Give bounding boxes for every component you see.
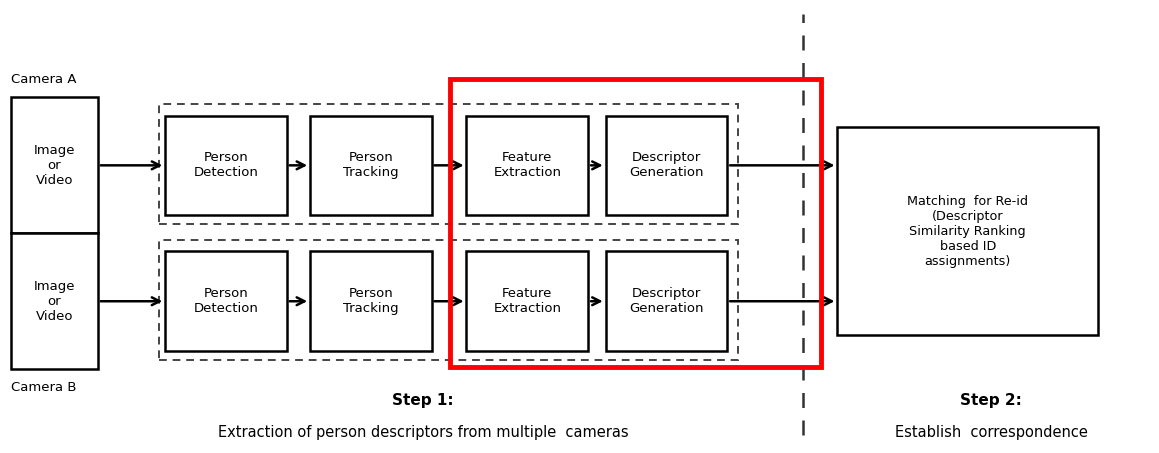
Bar xyxy=(166,116,287,215)
Text: Feature
Extraction: Feature Extraction xyxy=(494,287,561,315)
Text: Camera B: Camera B xyxy=(12,381,76,394)
Bar xyxy=(605,251,728,351)
Text: Person
Tracking: Person Tracking xyxy=(343,151,399,179)
Text: Person
Tracking: Person Tracking xyxy=(343,287,399,315)
Text: Matching  for Re-id
(Descriptor
Similarity Ranking
based ID
assignments): Matching for Re-id (Descriptor Similarit… xyxy=(907,194,1028,268)
Text: Descriptor
Generation: Descriptor Generation xyxy=(629,287,704,315)
Bar xyxy=(450,79,821,367)
Bar xyxy=(12,97,97,233)
Text: Feature
Extraction: Feature Extraction xyxy=(494,151,561,179)
Bar xyxy=(466,116,589,215)
Bar xyxy=(311,116,432,215)
Bar xyxy=(159,104,738,224)
Text: Camera A: Camera A xyxy=(12,73,76,86)
Bar xyxy=(159,240,738,360)
Bar xyxy=(837,127,1099,335)
Bar xyxy=(311,251,432,351)
Text: Extraction of person descriptors from multiple  cameras: Extraction of person descriptors from mu… xyxy=(218,425,628,440)
Text: Establish  correspondence: Establish correspondence xyxy=(895,425,1087,440)
Bar xyxy=(466,251,589,351)
Text: Image
or
Video: Image or Video xyxy=(34,280,75,323)
Text: Step 1:: Step 1: xyxy=(392,393,454,409)
Text: Person
Detection: Person Detection xyxy=(194,287,258,315)
Text: Step 2:: Step 2: xyxy=(960,393,1022,409)
Text: Descriptor
Generation: Descriptor Generation xyxy=(629,151,704,179)
Bar xyxy=(605,116,728,215)
Bar xyxy=(12,233,97,369)
Text: Image
or
Video: Image or Video xyxy=(34,144,75,187)
Text: Person
Detection: Person Detection xyxy=(194,151,258,179)
Bar xyxy=(166,251,287,351)
